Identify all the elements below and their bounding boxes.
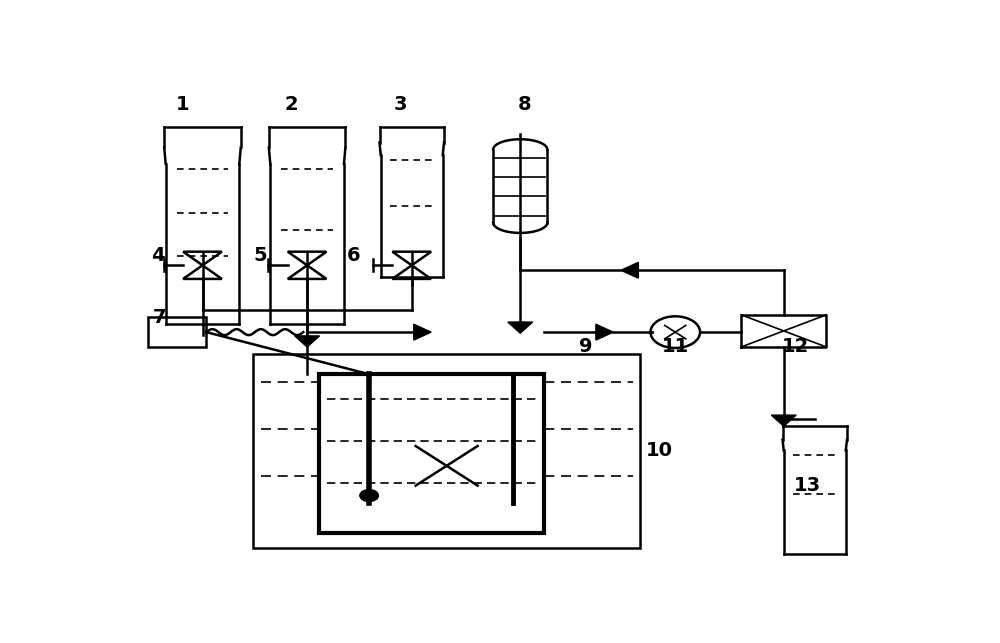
Text: 1: 1 xyxy=(176,95,190,114)
Polygon shape xyxy=(414,324,431,340)
FancyBboxPatch shape xyxy=(253,354,640,548)
FancyBboxPatch shape xyxy=(148,317,206,347)
Text: 11: 11 xyxy=(662,338,689,356)
Text: 3: 3 xyxy=(393,95,407,114)
Text: 6: 6 xyxy=(347,246,360,265)
Text: 2: 2 xyxy=(285,95,298,114)
FancyBboxPatch shape xyxy=(319,374,544,532)
Text: 12: 12 xyxy=(782,338,809,356)
Text: 8: 8 xyxy=(517,95,531,114)
Text: 7: 7 xyxy=(153,308,167,327)
Circle shape xyxy=(360,489,378,502)
Polygon shape xyxy=(771,415,796,426)
Text: 10: 10 xyxy=(646,442,673,460)
Polygon shape xyxy=(295,336,320,347)
Polygon shape xyxy=(508,322,533,333)
Text: 9: 9 xyxy=(579,338,593,356)
Polygon shape xyxy=(621,262,638,278)
Text: 5: 5 xyxy=(254,246,267,265)
Text: 4: 4 xyxy=(151,246,164,265)
Polygon shape xyxy=(596,324,613,340)
Text: 13: 13 xyxy=(793,476,821,495)
